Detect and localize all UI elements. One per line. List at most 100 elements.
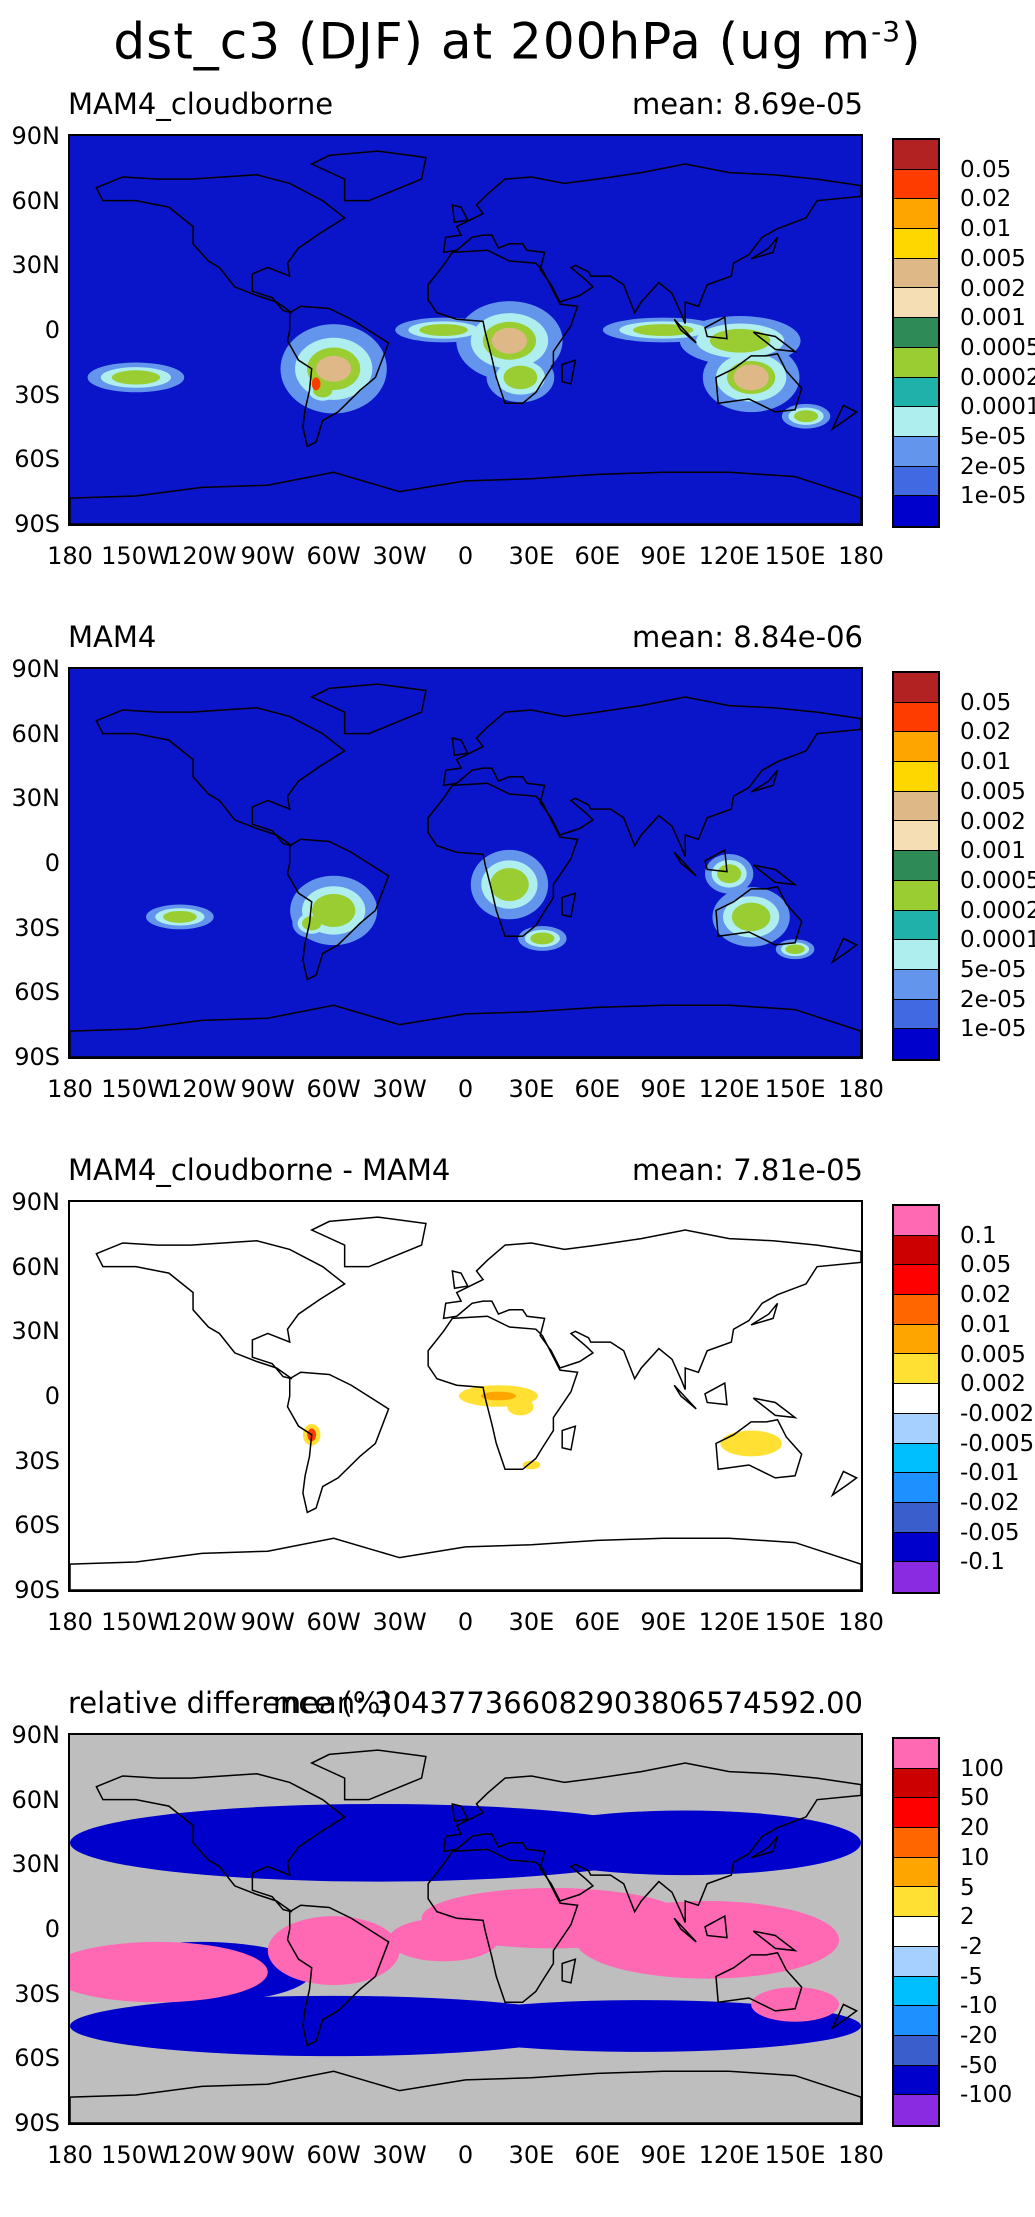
relative-difference-field	[575, 1900, 840, 1979]
latitude-label: 90N	[11, 1188, 61, 1216]
legend-label: -0.01	[960, 1460, 1020, 1487]
legend-label: 50	[960, 1785, 990, 1812]
map-panel-3: MAM4_cloudborne - MAM4 mean: 7.81e-05 90…	[0, 1154, 1035, 1684]
panel-title: MAM4	[68, 620, 157, 654]
panel-title: relative difference (%)	[68, 1686, 392, 1720]
legend-label: 0.0005	[960, 334, 1035, 361]
longitude-label: 30E	[508, 2141, 555, 2169]
legend-swatch	[894, 347, 938, 378]
legend-swatch	[894, 732, 938, 763]
panel-mean: mean: 7.81e-05	[631, 1153, 863, 1187]
legend-label: 5	[960, 1874, 975, 1901]
coastline	[830, 404, 859, 432]
legend-label: 0.0001	[960, 394, 1035, 421]
legend-swatch	[894, 436, 938, 467]
coastline	[752, 1397, 798, 1419]
map-canvas	[70, 1202, 861, 1590]
coastline	[427, 249, 579, 405]
coastline	[309, 150, 427, 202]
legend-swatch	[894, 1384, 938, 1414]
aerosol-field	[419, 324, 468, 336]
aerosol-field	[311, 377, 321, 391]
aerosol-field	[316, 355, 352, 382]
coastline	[673, 1384, 697, 1410]
color-legend	[892, 1204, 940, 1594]
legend-label: 0.0005	[960, 867, 1035, 894]
coastline	[830, 1470, 859, 1498]
legend-label: -0.02	[960, 1490, 1020, 1516]
longitude-label: 150E	[764, 542, 826, 570]
legend-swatch	[894, 999, 938, 1030]
longitude-label: 90W	[240, 542, 295, 570]
longitude-label: 120W	[167, 542, 237, 570]
longitude-label: 150E	[764, 1075, 826, 1103]
legend-swatch	[894, 229, 938, 259]
longitude-label: 150E	[764, 1608, 826, 1636]
longitude-label: 120E	[698, 1608, 760, 1636]
longitude-label: 180	[47, 1608, 93, 1636]
legend-swatch	[894, 2065, 938, 2096]
legend-label: -2	[960, 1933, 983, 1960]
aerosol-field	[162, 910, 197, 923]
coastline	[752, 864, 798, 886]
longitude-label: 120W	[167, 1608, 237, 1636]
difference-field	[480, 1391, 517, 1401]
coastline	[95, 707, 346, 847]
coastline	[715, 885, 803, 946]
legend-label: 0.05	[960, 156, 1012, 183]
coastline	[442, 1229, 861, 1390]
longitude-label: 150W	[101, 1608, 171, 1636]
aerosol-field	[785, 944, 805, 954]
coastline	[70, 1537, 861, 1590]
legend-label: 2e-05	[960, 453, 1027, 480]
legend-swatch	[894, 2006, 938, 2036]
coastline	[561, 359, 577, 385]
aerosol-field	[709, 328, 771, 353]
figure-title: dst_c3 (DJF) at 200hPa (ug m-3)	[113, 12, 922, 71]
relative-difference-field	[421, 2000, 861, 2052]
latitude-label: 90N	[11, 1721, 61, 1749]
longitude-label: 0	[457, 2141, 474, 2169]
latitude-label: 60N	[11, 719, 61, 748]
legend-swatch	[894, 969, 938, 1000]
legend-label: 0.002	[960, 275, 1026, 302]
legend-label: 1e-05	[960, 483, 1027, 510]
coastline	[451, 1269, 469, 1290]
map-canvas	[70, 1735, 861, 2123]
latitude-label: 60S	[14, 1511, 60, 1540]
legend-swatch	[894, 1354, 938, 1385]
legend-label: 0.001	[960, 305, 1026, 332]
legend-swatch	[894, 1768, 938, 1799]
longitude-label: 90E	[640, 1075, 687, 1103]
coastline	[286, 1904, 390, 2047]
latitude-label: 30S	[14, 913, 60, 942]
longitude-label: 180	[838, 1608, 884, 1636]
legend-label: 5e-05	[960, 424, 1027, 450]
legend-swatch	[894, 1443, 938, 1474]
legend-swatch	[894, 1324, 938, 1355]
coastline	[70, 1004, 861, 1057]
latitude-label: 30S	[14, 380, 60, 409]
legend-label: 0.001	[960, 838, 1026, 865]
legend-swatch	[894, 140, 938, 170]
longitude-label: 60W	[306, 1075, 361, 1103]
legend-swatch	[894, 377, 938, 408]
legend-label: -0.05	[960, 1519, 1020, 1546]
legend-label: -5	[960, 1963, 983, 1990]
map-plot	[68, 1200, 863, 1592]
legend-swatch	[894, 1917, 938, 1947]
legend-label: 0.01	[960, 749, 1012, 776]
difference-field	[507, 1398, 534, 1416]
legend-label: 0.1	[960, 1222, 997, 1249]
longitude-label: 150W	[101, 2141, 171, 2169]
legend-label: 5e-05	[960, 957, 1027, 983]
aerosol-field	[717, 864, 742, 884]
legend-swatch	[894, 791, 938, 822]
legend-label: -0.1	[960, 1549, 1005, 1576]
coastline	[673, 851, 697, 877]
aerosol-field	[311, 893, 356, 928]
longitude-axis: 180 150W 120W 90W 60W 30W 0 30E 60E 90E 120E 150E 18…	[0, 2143, 1035, 2173]
legend-swatch	[894, 673, 938, 703]
legend-label: 0.0002	[960, 897, 1035, 924]
longitude-label: 150W	[101, 542, 171, 570]
